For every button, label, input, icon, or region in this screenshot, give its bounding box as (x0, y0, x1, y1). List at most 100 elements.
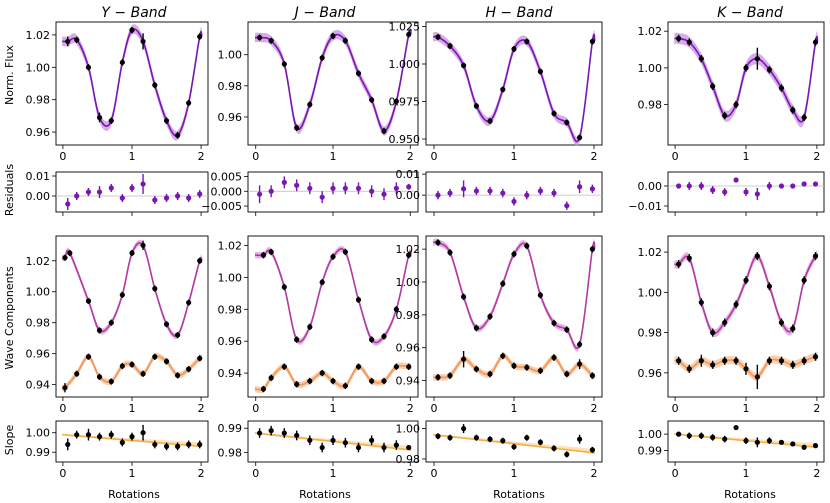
y-band-wave1-point (62, 255, 68, 261)
h-band-slope-xtick-label: 0 (431, 467, 438, 480)
h-band-waves-xtick-label: 1 (511, 402, 518, 415)
title-j-band: J − Band (292, 5, 356, 21)
y-band-resid-point (108, 185, 114, 191)
h-band-wave1-point (435, 239, 441, 246)
y-band-slope-point (119, 439, 125, 446)
xlabel-y-band: Rotations (108, 488, 160, 501)
h-band-wave2-point (551, 354, 557, 361)
h-band-wave1-point (577, 341, 583, 348)
h-band-resid-point (461, 186, 467, 192)
y-band-wave1-point (67, 250, 73, 256)
title-h-band: H − Band (485, 5, 552, 21)
y-band-slope-point (186, 441, 192, 448)
j-band-wave2-point (393, 364, 399, 370)
h-band-wave2-point (511, 363, 517, 369)
h-band-flux-band (433, 29, 595, 147)
h-band-wave2-point (524, 364, 530, 371)
y-band-slope-ytick-label: 0.99 (26, 446, 51, 459)
j-band-flux-ytick-label: 0.98 (218, 80, 243, 93)
j-band-wave1-point (319, 279, 325, 285)
y-band-flux-point (74, 37, 80, 43)
h-band-flux-point (487, 118, 493, 124)
j-band-resid-point (319, 194, 325, 200)
xlabel-k-band: Rotations (724, 488, 776, 501)
y-band-flux-xtick-label: 0 (59, 150, 66, 163)
k-band-resid-point (722, 189, 728, 195)
j-band-resid-point (307, 185, 313, 191)
h-band-waves-ytick-label: 1.02 (396, 243, 421, 256)
k-band-wave1-point (801, 277, 807, 283)
j-band-slope-point (281, 430, 287, 436)
y-band-wave1-point (108, 320, 114, 326)
k-band-wave2-point (722, 358, 728, 364)
k-band-flux-point (710, 83, 716, 89)
k-band-slope-point (801, 444, 807, 450)
h-band-slope-point (487, 436, 493, 442)
j-band-flux-point (294, 125, 300, 131)
y-band-wave2-point (163, 358, 170, 364)
y-band-wave2-point (85, 354, 92, 360)
k-band-wave2-point (766, 358, 773, 364)
j-band-flux-point (406, 31, 412, 38)
y-band-resid-ytick-label: 0.01 (26, 170, 51, 183)
h-band-flux-point (511, 46, 517, 52)
y-band-wave1-point (85, 298, 92, 304)
y-band-waves-ytick-label: 1.00 (26, 286, 51, 299)
y-band-resid-point (175, 193, 181, 199)
y-band-flux-point (108, 118, 114, 124)
y-band-resid-ytick-label: 0.00 (26, 190, 51, 203)
ylabel-norm-flux: Norm. Flux (3, 45, 16, 105)
h-band-flux-ytick-label: 1.000 (389, 58, 421, 71)
j-band-resid-ytick-label: 0.000 (211, 185, 243, 198)
j-band-flux-xtick-label: 1 (330, 150, 337, 163)
y-band-slope-point (85, 432, 92, 438)
y-band-flux-ytick-label: 1.00 (26, 61, 51, 74)
j-band-flux-point (268, 38, 274, 44)
k-band-wave1-point (710, 330, 716, 336)
h-band-wave2-point (461, 356, 467, 362)
y-band-resid-point (96, 189, 103, 195)
h-band-wave1-model (433, 241, 596, 350)
h-band-slope-point (447, 435, 453, 441)
y-band-wave1-point (96, 327, 103, 334)
k-band-slope-point (722, 436, 728, 442)
y-band-wave2-point (129, 361, 135, 368)
k-band-flux-ytick-label: 0.98 (638, 99, 663, 112)
k-band-wave1-point (754, 253, 760, 259)
j-band-flux-point (393, 98, 399, 105)
k-band-slope-ytick-label: 1.00 (638, 428, 663, 441)
h-band-flux-point (577, 134, 583, 141)
j-band-flux-ytick-label: 0.96 (218, 111, 243, 124)
y-band-resid-point (140, 181, 146, 187)
k-band-waves-ytick-label: 1.00 (638, 286, 663, 299)
k-band-slope-point (676, 431, 682, 437)
ylabel-residuals: Residuals (3, 164, 16, 216)
h-band-waves-ytick-label: 0.98 (396, 309, 421, 322)
h-band-resid-point (524, 192, 530, 198)
y-band-flux-ytick-label: 0.98 (26, 94, 51, 107)
y-band-waves-ytick-label: 1.02 (26, 255, 51, 268)
j-band-wave1-point (406, 252, 412, 258)
j-band-flux-point (330, 33, 336, 39)
j-band-wave1-point (369, 337, 375, 343)
h-band-wave2-point (447, 373, 453, 379)
h-band-wave1-point (500, 281, 506, 287)
j-band-slope-ytick-label: 0.99 (218, 422, 243, 435)
h-band-slope-ytick-label: 1.00 (396, 423, 421, 436)
h-band-wave2-point (473, 366, 479, 372)
y-band-resid-point (152, 197, 158, 203)
h-band-resid-ytick-label: 0.00 (396, 189, 421, 202)
h-band-wave1-point (537, 292, 544, 298)
k-band-wave1-point (698, 299, 704, 306)
h-band-resid-point (537, 188, 544, 194)
k-band-slope-point (790, 441, 796, 447)
k-band-flux-model (674, 35, 819, 123)
k-band-slope-xtick-label: 1 (743, 467, 750, 480)
h-band-flux-point (564, 119, 570, 126)
h-band-flux-frame (425, 21, 603, 146)
j-band-resid-ytick-label: 0.005 (211, 170, 243, 183)
j-band-flux-point (256, 34, 263, 41)
y-band-flux-point (197, 33, 203, 40)
j-band-wave2-point (268, 375, 274, 381)
